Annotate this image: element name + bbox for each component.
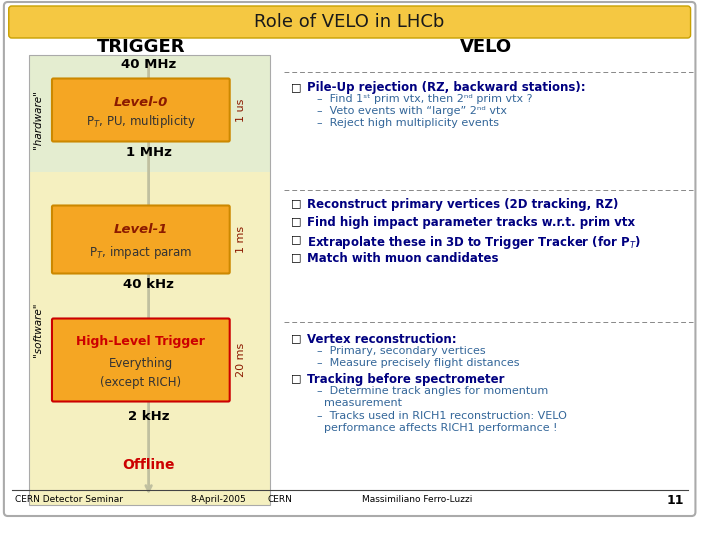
Text: Tracking before spectrometer: Tracking before spectrometer: [307, 373, 505, 386]
Text: Reconstruct primary vertices (2D tracking, RZ): Reconstruct primary vertices (2D trackin…: [307, 198, 618, 211]
Text: 1 MHz: 1 MHz: [126, 145, 171, 159]
FancyBboxPatch shape: [52, 319, 230, 402]
Text: Role of VELO in LHCb: Role of VELO in LHCb: [254, 13, 445, 31]
Text: VELO: VELO: [459, 38, 512, 56]
Text: –  Measure precisely flight distances: – Measure precisely flight distances: [317, 358, 519, 368]
Text: 11: 11: [666, 494, 684, 507]
Text: Vertex reconstruction:: Vertex reconstruction:: [307, 333, 456, 346]
Text: Pile-Up rejection (RZ, backward stations):: Pile-Up rejection (RZ, backward stations…: [307, 81, 585, 94]
FancyBboxPatch shape: [9, 6, 690, 38]
Text: Find high impact parameter tracks w.r.t. prim vtx: Find high impact parameter tracks w.r.t.…: [307, 216, 635, 229]
Text: Extrapolate these in 3D to Trigger Tracker (for P$_T$): Extrapolate these in 3D to Trigger Track…: [307, 234, 641, 251]
Text: □: □: [292, 333, 302, 343]
Text: □: □: [292, 234, 302, 244]
FancyBboxPatch shape: [4, 2, 696, 516]
Text: measurement: measurement: [325, 398, 402, 408]
Text: □: □: [292, 198, 302, 208]
Text: P$_T$, PU, multiplicity: P$_T$, PU, multiplicity: [86, 113, 196, 131]
Text: –  Veto events with “large” 2ⁿᵈ vtx: – Veto events with “large” 2ⁿᵈ vtx: [317, 106, 507, 116]
Text: □: □: [292, 82, 302, 92]
Text: –  Reject high multiplicity events: – Reject high multiplicity events: [317, 118, 499, 128]
Text: 40 MHz: 40 MHz: [121, 58, 176, 71]
Text: Level-1: Level-1: [114, 223, 168, 237]
Text: 1 ms: 1 ms: [236, 226, 246, 253]
Text: Offline: Offline: [122, 458, 175, 472]
Text: –  Primary, secondary vertices: – Primary, secondary vertices: [317, 346, 485, 356]
Text: Everything: Everything: [109, 357, 173, 370]
Text: 2 kHz: 2 kHz: [128, 410, 169, 423]
Text: □: □: [292, 216, 302, 226]
FancyBboxPatch shape: [52, 206, 230, 273]
Text: Level-0: Level-0: [114, 96, 168, 109]
Text: 40 kHz: 40 kHz: [123, 279, 174, 292]
Text: CERN Detector Seminar: CERN Detector Seminar: [14, 496, 122, 504]
Text: □: □: [292, 373, 302, 383]
Text: performance affects RICH1 performance !: performance affects RICH1 performance !: [325, 423, 558, 433]
Text: "hardware": "hardware": [33, 91, 43, 150]
Text: 1 us: 1 us: [236, 98, 246, 122]
Text: –  Determine track angles for momentum: – Determine track angles for momentum: [317, 386, 548, 396]
Text: "software": "software": [33, 303, 43, 357]
Bar: [29, 55, 270, 505]
Text: (except RICH): (except RICH): [100, 376, 181, 389]
Text: 8-April-2005: 8-April-2005: [191, 496, 246, 504]
Text: P$_T$, impact param: P$_T$, impact param: [89, 244, 192, 261]
FancyBboxPatch shape: [52, 78, 230, 141]
Text: CERN: CERN: [267, 496, 292, 504]
Bar: [29, 172, 270, 505]
Bar: [29, 55, 270, 172]
Text: High-Level Trigger: High-Level Trigger: [76, 335, 205, 348]
Text: 20 ms: 20 ms: [236, 343, 246, 377]
Text: TRIGGER: TRIGGER: [96, 38, 185, 56]
Text: –  Tracks used in RICH1 reconstruction: VELO: – Tracks used in RICH1 reconstruction: V…: [317, 411, 567, 421]
Text: Massimiliano Ferro-Luzzi: Massimiliano Ferro-Luzzi: [362, 496, 473, 504]
Text: –  Find 1ˢᵗ prim vtx, then 2ⁿᵈ prim vtx ?: – Find 1ˢᵗ prim vtx, then 2ⁿᵈ prim vtx ?: [317, 94, 532, 104]
Text: □: □: [292, 252, 302, 262]
Text: Match with muon candidates: Match with muon candidates: [307, 252, 498, 265]
